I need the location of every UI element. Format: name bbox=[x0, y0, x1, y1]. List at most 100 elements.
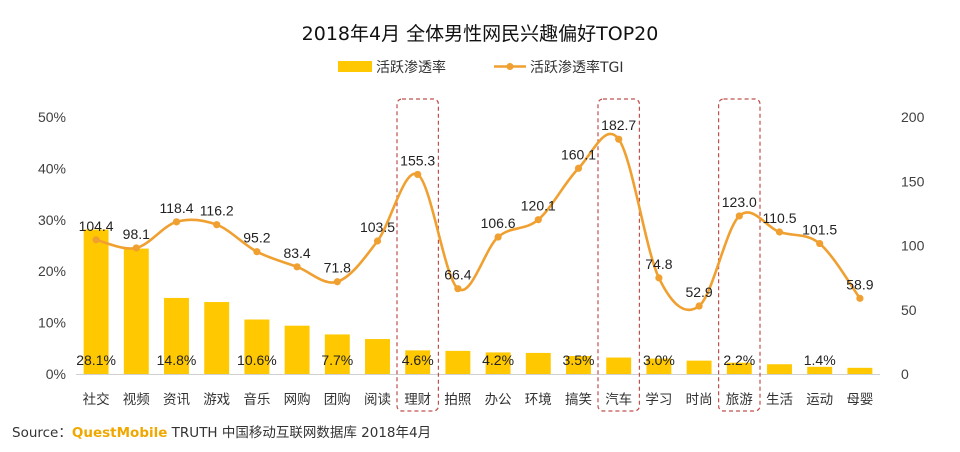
x-tick-label: 社交 bbox=[83, 391, 110, 408]
tgi-point bbox=[775, 228, 784, 236]
axes: 0% 10% 20% 30% 40% 50% 0 50 100 150 200 社交 视频 资讯 游戏 音乐网… bbox=[38, 109, 925, 408]
tgi-data-label: 66.4 bbox=[444, 267, 471, 283]
x-tick-label: 时尚 bbox=[686, 392, 713, 408]
highlight-box bbox=[597, 98, 641, 412]
source-note: Source：QuestMobile TRUTH 中国移动互联网数据库 2018… bbox=[12, 425, 431, 441]
tgi-point bbox=[172, 218, 181, 226]
tgi-point bbox=[414, 170, 422, 179]
bar-data-label: 7.7% bbox=[321, 352, 353, 368]
tgi-point bbox=[735, 212, 743, 220]
bar bbox=[525, 352, 551, 374]
tgi-line bbox=[95, 132, 861, 312]
tgi-point bbox=[494, 233, 502, 241]
bar bbox=[807, 366, 833, 374]
tgi-data-label: 71.8 bbox=[324, 260, 351, 276]
bar bbox=[123, 248, 149, 374]
bar bbox=[164, 297, 189, 374]
bar bbox=[365, 339, 390, 374]
highlight-box bbox=[717, 98, 761, 412]
x-tick-label: 学习 bbox=[645, 392, 672, 408]
x-tick-label: 资讯 bbox=[163, 392, 190, 408]
highlight-box bbox=[396, 98, 440, 412]
y-right-tick-label: 200 bbox=[901, 109, 925, 125]
x-tick-label: 团购 bbox=[324, 392, 351, 408]
bar bbox=[204, 302, 230, 374]
chart-title: 2018年4月 全体男性网民兴趣偏好TOP20 bbox=[302, 23, 659, 45]
bar bbox=[445, 350, 471, 374]
bar-data-label: 14.8% bbox=[157, 352, 197, 368]
tgi-point bbox=[534, 216, 542, 224]
tgi-data-label: 110.5 bbox=[763, 210, 797, 226]
bar-data-label: 28.1% bbox=[76, 352, 116, 368]
tgi-data-label: 116.2 bbox=[200, 203, 234, 219]
source-prefix: Source： bbox=[12, 425, 72, 441]
line-series bbox=[92, 132, 864, 312]
x-tick-label: 阅读 bbox=[364, 392, 391, 408]
tgi-data-label: 74.8 bbox=[645, 256, 672, 272]
tgi-data-label: 58.9 bbox=[846, 276, 873, 292]
bar bbox=[566, 356, 591, 374]
bar-data-label: 3.0% bbox=[643, 352, 675, 368]
bar bbox=[646, 358, 672, 374]
x-tick-label: 环境 bbox=[525, 392, 552, 408]
x-tick-label: 音乐 bbox=[243, 391, 270, 408]
tgi-data-label: 104.4 bbox=[79, 218, 114, 234]
tgi-data-label: 103.5 bbox=[360, 219, 395, 235]
y-left-tick-label: 20% bbox=[38, 263, 66, 279]
tgi-data-label: 101.5 bbox=[802, 222, 837, 238]
tgi-point bbox=[454, 285, 462, 293]
tgi-data-label: 98.1 bbox=[123, 226, 150, 242]
bar bbox=[284, 325, 310, 374]
x-tick-label: 网购 bbox=[284, 392, 311, 408]
tgi-point bbox=[695, 302, 703, 310]
legend-line-label: 活跃渗透率TGI bbox=[530, 59, 624, 76]
y-right-tick-label: 100 bbox=[901, 238, 925, 254]
tgi-point bbox=[856, 294, 864, 302]
tgi-point bbox=[213, 221, 221, 229]
source-brand: QuestMobile bbox=[72, 425, 168, 441]
bar bbox=[606, 357, 632, 374]
tgi-data-label: 182.7 bbox=[601, 117, 636, 133]
x-tick-label: 生活 bbox=[766, 392, 793, 408]
tgi-point bbox=[293, 263, 301, 271]
tgi-point bbox=[92, 236, 100, 244]
y-right-tick-label: 0 bbox=[901, 366, 909, 382]
bar bbox=[485, 352, 511, 374]
y-left-tick-label: 40% bbox=[38, 160, 66, 176]
tgi-data-label: 155.3 bbox=[400, 152, 435, 168]
tgi-data-label: 123.0 bbox=[722, 194, 757, 210]
x-tick-label: 搞笑 bbox=[565, 392, 592, 408]
legend: 活跃渗透率 活跃渗透率TGI bbox=[338, 59, 624, 76]
tgi-data-label: 83.4 bbox=[283, 245, 310, 261]
tgi-data-label: 120.1 bbox=[521, 198, 556, 214]
tgi-data-label: 118.4 bbox=[160, 200, 194, 216]
tgi-data-label: 160.1 bbox=[561, 146, 596, 162]
tgi-data-label: 106.6 bbox=[481, 215, 516, 231]
x-tick-label: 游戏 bbox=[203, 392, 230, 408]
bar bbox=[847, 367, 873, 374]
bar-series bbox=[83, 229, 873, 374]
tgi-data-label: 95.2 bbox=[243, 230, 270, 246]
x-tick-label: 视频 bbox=[123, 392, 150, 408]
y-left-tick-label: 30% bbox=[38, 212, 66, 228]
x-tick-label: 母婴 bbox=[846, 392, 873, 408]
tgi-point bbox=[574, 164, 583, 172]
tgi-point bbox=[132, 244, 140, 252]
tgi-point bbox=[333, 278, 341, 286]
bar-data-label: 2.2% bbox=[723, 352, 755, 368]
x-tick-label: 办公 bbox=[485, 392, 512, 408]
bar-data-label: 4.2% bbox=[482, 352, 514, 368]
bar bbox=[324, 334, 350, 374]
bar bbox=[83, 229, 109, 374]
y-left-tick-label: 10% bbox=[38, 315, 66, 331]
y-right-tick-label: 50 bbox=[901, 302, 917, 318]
data-labels: 104.4 98.1 118.4 116.2 95.2 83.4 71.8 103.5 155.… bbox=[76, 117, 873, 368]
x-tick-label: 运动 bbox=[806, 392, 833, 408]
bar bbox=[726, 362, 752, 374]
bar-data-label: 1.4% bbox=[804, 352, 836, 368]
source-rest: TRUTH 中国移动互联网数据库 2018年4月 bbox=[167, 425, 431, 441]
legend-line-marker bbox=[506, 63, 514, 70]
tgi-point bbox=[816, 239, 824, 248]
bar-data-label: 3.5% bbox=[563, 352, 595, 368]
tgi-point bbox=[655, 274, 663, 282]
